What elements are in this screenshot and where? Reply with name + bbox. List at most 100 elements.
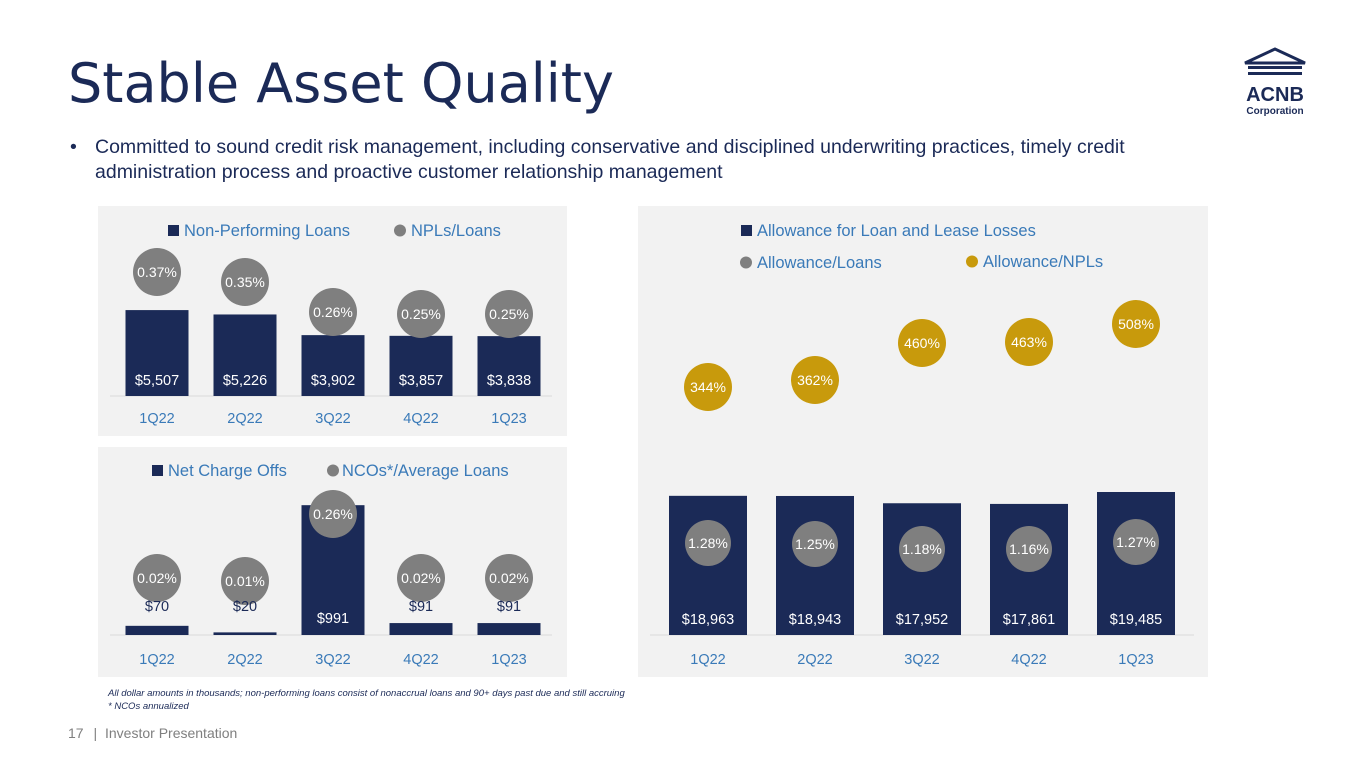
bullet-dot-icon: •	[70, 136, 77, 158]
legend-nco-ratio-marker	[327, 464, 339, 477]
nco-ratio-bubble	[309, 490, 357, 538]
bar-3q22	[301, 335, 365, 396]
allowance-npls-bubble	[1112, 300, 1160, 348]
x-tick-label: 4Q22	[1011, 652, 1046, 668]
bar-value-label: $3,857	[399, 373, 443, 389]
bar-value-label: $3,838	[487, 373, 531, 389]
acnb-logo: ACNB Corporation	[1244, 47, 1306, 117]
bar-value-label: $91	[409, 599, 433, 615]
legend-npl-ratio-label: NPLs/Loans	[411, 222, 501, 240]
allowance-npls-label: 460%	[904, 335, 940, 351]
x-tick-label: 4Q22	[403, 411, 438, 427]
bar-value-label: $5,226	[223, 373, 267, 389]
bar-2q22	[213, 314, 277, 396]
bar-1q23	[477, 623, 541, 635]
x-tick-label: 1Q23	[1118, 652, 1153, 668]
logo-subtext: Corporation	[1246, 106, 1303, 117]
x-tick-label: 3Q22	[904, 652, 939, 668]
bar-value-label: $91	[497, 599, 521, 615]
logo-roof-icon	[1244, 47, 1306, 65]
x-tick-label: 1Q23	[491, 652, 526, 668]
allowance-loans-bubble	[792, 521, 838, 567]
legend-nco-ratio-label: NCOs*/Average Loans	[342, 462, 509, 480]
npl-ratio-label: 0.25%	[401, 306, 441, 322]
nco-chart-panel: Net Charge Offs NCOs*/Average Loans 0.02…	[98, 447, 567, 677]
x-tick-label: 4Q22	[403, 652, 438, 668]
legend-allowance-npls-label: Allowance/NPLs	[983, 253, 1103, 271]
logo-text: ACNB	[1246, 84, 1304, 106]
footer-separator: |	[93, 725, 98, 741]
nco-ratio-label: 0.02%	[401, 570, 441, 586]
legend-allowance-label: Allowance for Loan and Lease Losses	[757, 222, 1036, 240]
allowance-loans-bubble	[1006, 526, 1052, 572]
legend-npl-ratio-marker	[394, 224, 406, 237]
npl-ratio-label: 0.25%	[489, 306, 529, 322]
legend-allowance-loans-marker	[740, 256, 752, 269]
bar-4q22	[389, 335, 453, 396]
nco-ratio-bubble	[485, 554, 533, 602]
footnote-line-2: * NCOs annualized	[108, 701, 189, 712]
allowance-chart-panel: Allowance for Loan and Lease Losses Allo…	[638, 206, 1208, 677]
legend-allowance-marker	[741, 225, 752, 236]
legend-allowance-loans-label: Allowance/Loans	[757, 254, 882, 272]
page-title: Stable Asset Quality	[68, 52, 614, 115]
x-tick-label: 2Q22	[227, 652, 262, 668]
allowance-npls-bubble	[1005, 318, 1053, 366]
legend-npl-label: Non-Performing Loans	[184, 222, 350, 240]
bullet-point: • Committed to sound credit risk managem…	[70, 135, 1250, 185]
bar-1q23	[477, 336, 541, 396]
npl-ratio-label: 0.35%	[225, 274, 265, 290]
allowance-loans-label: 1.28%	[688, 535, 728, 551]
nco-ratio-label: 0.26%	[313, 506, 353, 522]
x-tick-label: 2Q22	[797, 652, 832, 668]
legend-nco-label: Net Charge Offs	[168, 462, 287, 480]
npl-ratio-label: 0.37%	[137, 264, 177, 280]
allowance-chart: Allowance for Loan and Lease Losses Allo…	[650, 222, 1194, 668]
allowance-npls-label: 362%	[797, 372, 833, 388]
logo-line-1	[1248, 66, 1302, 69]
footnote-line-1: All dollar amounts in thousands; non-per…	[108, 688, 625, 699]
x-tick-label: 1Q23	[491, 411, 526, 427]
x-tick-label: 2Q22	[227, 411, 262, 427]
nco-chart: Net Charge Offs NCOs*/Average Loans 0.02…	[110, 462, 552, 668]
x-tick-label: 1Q22	[139, 411, 174, 427]
allowance-loans-label: 1.27%	[1116, 534, 1156, 550]
npl-chart-panel: Non-Performing Loans NPLs/Loans 0.37% 0.3…	[98, 206, 567, 436]
x-tick-label: 3Q22	[315, 411, 350, 427]
allowance-npls-bubble	[684, 363, 732, 411]
bar-value-label: $20	[233, 599, 257, 615]
bar-value-label: $70	[145, 599, 169, 615]
bar-4q22	[389, 623, 453, 635]
nco-ratio-bubble	[133, 554, 181, 602]
allowance-loans-label: 1.18%	[902, 541, 942, 557]
nco-ratio-label: 0.02%	[489, 570, 529, 586]
footnote: All dollar amounts in thousands; non-per…	[108, 687, 625, 713]
allowance-npls-bubble	[791, 356, 839, 404]
allowance-loans-label: 1.25%	[795, 536, 835, 552]
legend-npl-marker	[168, 225, 179, 236]
x-tick-label: 1Q22	[139, 652, 174, 668]
allowance-npls-label: 508%	[1118, 316, 1154, 332]
bar-value-label: $18,963	[682, 612, 734, 628]
x-tick-label: 3Q22	[315, 652, 350, 668]
npl-ratio-bubble	[397, 290, 445, 338]
bar-value-label: $991	[317, 611, 349, 627]
footer-text: Investor Presentation	[105, 725, 238, 741]
allowance-loans-bubble	[685, 520, 731, 566]
nco-ratio-bubble	[397, 554, 445, 602]
page-number: 17	[68, 725, 84, 741]
allowance-npls-label: 463%	[1011, 334, 1047, 350]
logo-line-2	[1248, 72, 1302, 75]
bar-1q22	[125, 310, 189, 396]
page-footer: 17 | Investor Presentation	[68, 725, 237, 741]
bar-value-label: $18,943	[789, 612, 841, 628]
nco-ratio-label: 0.01%	[225, 573, 265, 589]
npl-ratio-bubble	[485, 290, 533, 338]
bar-1q22	[125, 625, 189, 635]
bar-2q22	[213, 632, 277, 635]
bar-value-label: $17,861	[1003, 612, 1055, 628]
bar-value-label: $5,507	[135, 373, 179, 389]
npl-ratio-bubble	[309, 288, 357, 336]
nco-ratio-label: 0.02%	[137, 570, 177, 586]
npl-chart: Non-Performing Loans NPLs/Loans 0.37% 0.3…	[110, 222, 552, 427]
